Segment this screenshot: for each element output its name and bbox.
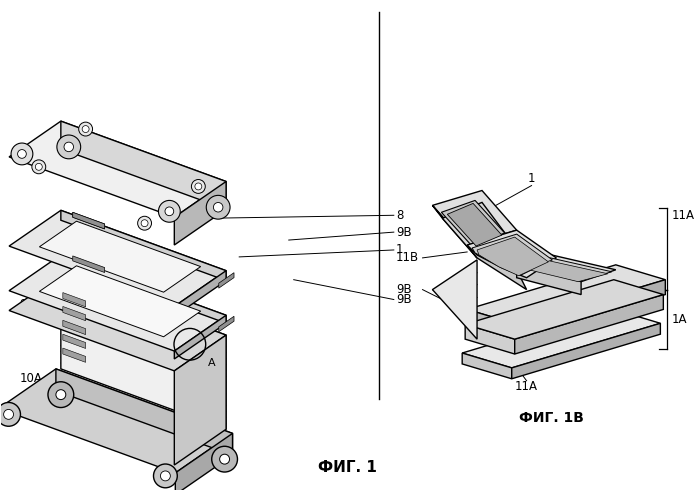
Circle shape xyxy=(165,207,174,215)
Text: ФИГ. 1В: ФИГ. 1В xyxy=(519,411,584,426)
Polygon shape xyxy=(56,369,233,455)
Text: 1А: 1А xyxy=(671,313,687,326)
Polygon shape xyxy=(514,295,663,354)
Polygon shape xyxy=(512,323,661,379)
Circle shape xyxy=(82,125,89,132)
Polygon shape xyxy=(63,320,85,335)
Polygon shape xyxy=(9,121,226,217)
Circle shape xyxy=(32,160,45,174)
Text: 10А: 10А xyxy=(20,372,42,385)
Polygon shape xyxy=(472,234,552,275)
Polygon shape xyxy=(433,260,477,339)
Polygon shape xyxy=(462,353,512,379)
Polygon shape xyxy=(174,271,226,316)
Text: 9В: 9В xyxy=(396,293,412,306)
Circle shape xyxy=(195,183,202,190)
Polygon shape xyxy=(73,256,105,273)
Polygon shape xyxy=(465,279,663,339)
Polygon shape xyxy=(521,258,612,280)
Polygon shape xyxy=(63,293,85,307)
Polygon shape xyxy=(63,307,85,321)
Polygon shape xyxy=(442,202,512,258)
Polygon shape xyxy=(174,335,226,465)
Polygon shape xyxy=(73,213,105,229)
Polygon shape xyxy=(467,265,665,324)
Circle shape xyxy=(159,200,180,222)
Polygon shape xyxy=(462,308,661,368)
Circle shape xyxy=(219,454,229,464)
Polygon shape xyxy=(174,182,226,245)
Circle shape xyxy=(57,135,80,159)
Circle shape xyxy=(56,390,66,400)
Polygon shape xyxy=(467,309,517,339)
Circle shape xyxy=(11,143,33,165)
Text: 11А: 11А xyxy=(671,209,694,222)
Polygon shape xyxy=(517,265,581,295)
Polygon shape xyxy=(63,348,85,362)
Text: 1: 1 xyxy=(396,244,403,256)
Polygon shape xyxy=(477,237,549,276)
Circle shape xyxy=(3,409,13,419)
Circle shape xyxy=(192,180,206,193)
Polygon shape xyxy=(39,221,201,292)
Circle shape xyxy=(138,216,152,230)
Polygon shape xyxy=(9,275,226,371)
Circle shape xyxy=(213,203,223,212)
Polygon shape xyxy=(517,279,665,339)
Circle shape xyxy=(141,220,148,227)
Text: A: A xyxy=(208,358,215,368)
Polygon shape xyxy=(441,200,505,245)
Polygon shape xyxy=(0,369,233,473)
Polygon shape xyxy=(433,190,517,245)
Circle shape xyxy=(64,142,73,152)
Polygon shape xyxy=(433,205,477,258)
Circle shape xyxy=(79,122,92,136)
Polygon shape xyxy=(525,261,608,282)
Circle shape xyxy=(161,471,171,481)
Circle shape xyxy=(17,150,27,158)
Text: 11В: 11В xyxy=(396,251,419,264)
Polygon shape xyxy=(61,255,226,323)
Circle shape xyxy=(154,464,178,488)
Polygon shape xyxy=(63,334,85,348)
Circle shape xyxy=(206,195,230,219)
Text: 9В: 9В xyxy=(396,226,412,239)
Text: 9В: 9В xyxy=(396,283,412,296)
Polygon shape xyxy=(465,324,514,354)
Polygon shape xyxy=(61,210,226,280)
Text: 1: 1 xyxy=(528,172,535,185)
Polygon shape xyxy=(219,316,234,332)
Polygon shape xyxy=(9,255,226,351)
Circle shape xyxy=(212,446,238,472)
Text: 9А: 9А xyxy=(20,298,35,311)
Text: ФИГ. 1: ФИГ. 1 xyxy=(318,461,377,475)
Polygon shape xyxy=(73,213,105,229)
Polygon shape xyxy=(517,255,616,282)
Polygon shape xyxy=(467,245,526,290)
Polygon shape xyxy=(174,315,226,359)
Polygon shape xyxy=(467,230,556,277)
Circle shape xyxy=(36,163,42,170)
Polygon shape xyxy=(61,121,226,209)
Text: 11А: 11А xyxy=(515,380,538,393)
Polygon shape xyxy=(447,203,502,246)
Polygon shape xyxy=(61,275,226,429)
Circle shape xyxy=(0,402,20,426)
Polygon shape xyxy=(175,433,233,492)
Text: ФИГ. 1А: ФИГ. 1А xyxy=(157,421,222,435)
Text: 8: 8 xyxy=(396,209,403,222)
Polygon shape xyxy=(219,273,234,288)
Polygon shape xyxy=(39,266,201,337)
Circle shape xyxy=(48,382,73,407)
Polygon shape xyxy=(9,210,226,307)
